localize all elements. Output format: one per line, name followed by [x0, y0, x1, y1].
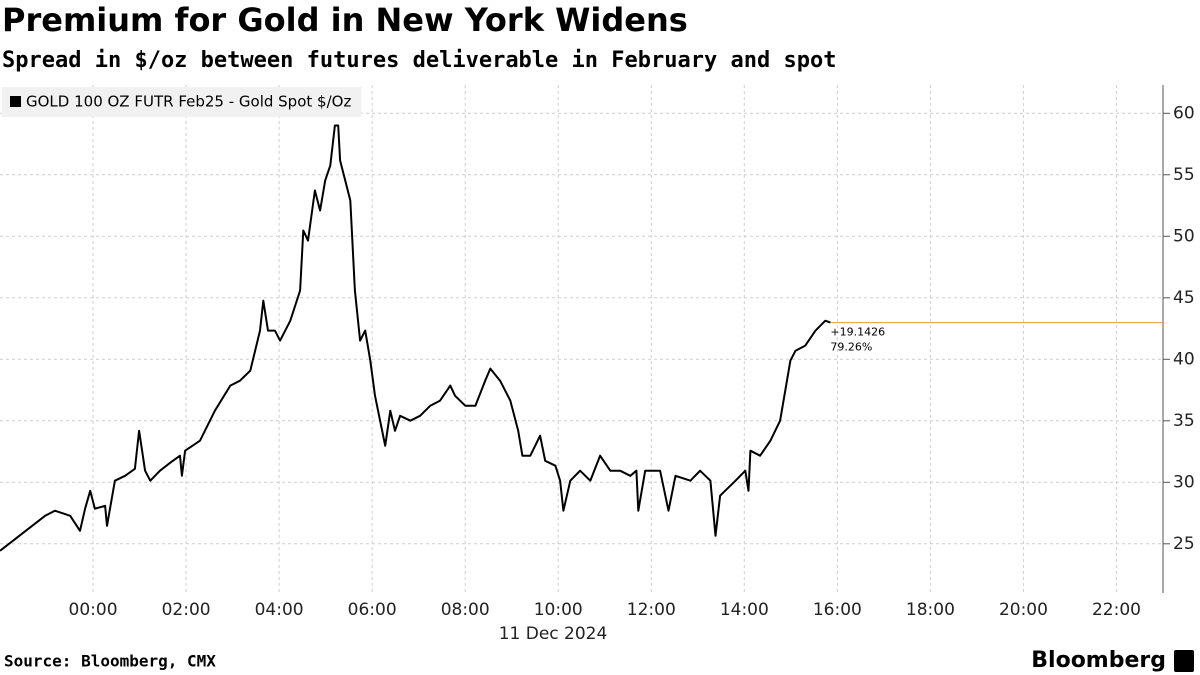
- x-tick-label: 06:00: [348, 600, 397, 620]
- x-tick-label: 00:00: [69, 600, 118, 620]
- brand-logo: Bloomberg: [1031, 648, 1166, 673]
- series-line: [0, 124, 831, 552]
- y-tick-label: 40: [1173, 349, 1195, 369]
- y-tick-label: 25: [1173, 534, 1195, 554]
- chart-subtitle: Spread in $/oz between futures deliverab…: [2, 48, 836, 73]
- x-tick-label: 08:00: [441, 600, 490, 620]
- brand-icon: [1174, 650, 1194, 672]
- y-tick-label: 55: [1173, 165, 1195, 185]
- chart-title: Premium for Gold in New York Widens: [2, 1, 688, 39]
- legend-label: GOLD 100 OZ FUTR Feb25 - Gold Spot $/Oz: [26, 93, 351, 111]
- x-tick-label: 04:00: [255, 600, 304, 620]
- x-tick-label: 16:00: [813, 600, 862, 620]
- x-axis-label: 11 Dec 2024: [499, 624, 608, 644]
- x-tick-label: 12:00: [627, 600, 676, 620]
- legend: GOLD 100 OZ FUTR Feb25 - Gold Spot $/Oz: [2, 87, 362, 117]
- y-tick-label: 35: [1173, 411, 1195, 431]
- source: Source: Bloomberg, CMX: [4, 652, 216, 671]
- x-tick-label: 10:00: [534, 600, 583, 620]
- x-tick-label: 20:00: [999, 600, 1048, 620]
- x-tick-label: 14:00: [720, 600, 769, 620]
- y-tick-label: 30: [1173, 472, 1195, 492]
- legend-swatch: [10, 96, 21, 107]
- y-tick-label: 60: [1173, 103, 1195, 123]
- change-label: +19.1426: [830, 326, 885, 339]
- x-tick-label: 02:00: [162, 600, 211, 620]
- y-tick-label: 45: [1173, 288, 1195, 308]
- x-tick-label: 22:00: [1092, 600, 1141, 620]
- x-tick-label: 18:00: [906, 600, 955, 620]
- y-tick-label: 50: [1173, 226, 1195, 246]
- percent-label: 79.26%: [830, 341, 872, 354]
- legend-box: [2, 87, 362, 117]
